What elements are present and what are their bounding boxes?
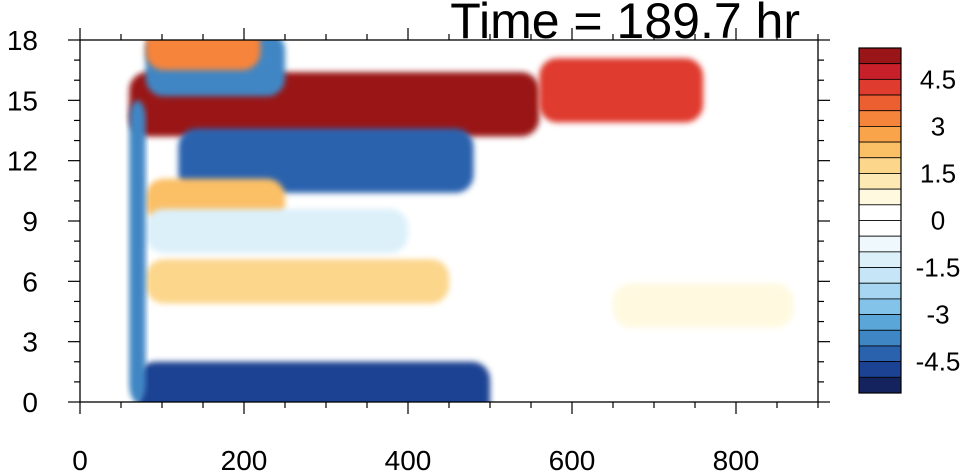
y-tick-label: 9 [22,206,38,237]
x-tick-label: 400 [385,445,432,473]
colorbar-swatch [858,376,902,394]
colorbar-frame [858,47,902,394]
contour-feature [613,283,794,328]
colorbar-swatch [858,78,902,96]
colorbar-swatch [858,235,902,253]
colorbar-swatch [858,298,902,315]
y-tick-label: 6 [22,266,38,297]
contour-feature [539,58,704,123]
colorbar-swatch [858,345,902,363]
contour-feature [129,100,146,402]
colorbar-swatch [858,110,902,127]
x-tick-label: 0 [72,445,88,473]
contour-feature [178,128,474,193]
contour-feature [145,208,408,254]
y-tick-label: 3 [22,327,38,358]
contour-feature [145,259,449,304]
colorbar-label: -3 [926,300,949,330]
colorbar-swatch [858,173,902,190]
colorbar-swatch [858,361,902,378]
contour-feature [145,40,261,71]
colorbar-swatch [858,220,902,237]
x-tick-label: 600 [549,445,596,473]
colorbar-label: 0 [931,206,945,236]
colorbar-label: -4.5 [916,347,961,377]
y-tick-label: 18 [7,25,38,56]
colorbar: 4.5 3 1.5 0 -1.5 -3 -4.5 [858,47,961,394]
colorbar-swatch [858,329,902,347]
colorbar-label: 3 [931,111,945,141]
y-tick-label: 0 [22,387,38,418]
colorbar-swatch [858,126,902,143]
contour-feature [137,361,490,402]
colorbar-swatch [858,251,902,268]
colorbar-swatch [858,94,902,112]
chart-title: Time = 189.7 hr [450,0,800,49]
colorbar-swatch [858,282,902,300]
y-tick-label: 12 [7,146,38,177]
y-tick-label: 15 [7,85,38,116]
x-tick-label: 200 [221,445,268,473]
colorbar-swatch [858,141,902,159]
colorbar-swatch [858,157,902,174]
colorbar-label: 4.5 [920,64,956,94]
colorbar-swatch [858,267,902,284]
contour-field [129,40,794,402]
colorbar-swatch [858,204,902,221]
colorbar-swatch [858,188,902,206]
colorbar-label: -1.5 [916,253,961,283]
colorbar-swatch [858,47,902,65]
colorbar-swatch [858,314,902,331]
colorbar-label: 1.5 [920,158,956,188]
x-tick-label: 800 [713,445,760,473]
colorbar-swatch [858,63,902,80]
y-axis-ticks: 0 3 6 9 12 15 18 [7,25,830,418]
x-axis-ticks: 0 200 400 600 800 [72,28,819,473]
